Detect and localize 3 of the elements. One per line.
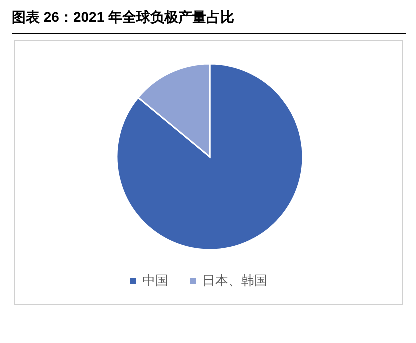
legend-label: 中国 bbox=[142, 273, 168, 288]
legend-label: 日本、韩国 bbox=[202, 273, 268, 288]
chart-title: 图表 26：2021 年全球负极产量占比 bbox=[12, 9, 234, 25]
